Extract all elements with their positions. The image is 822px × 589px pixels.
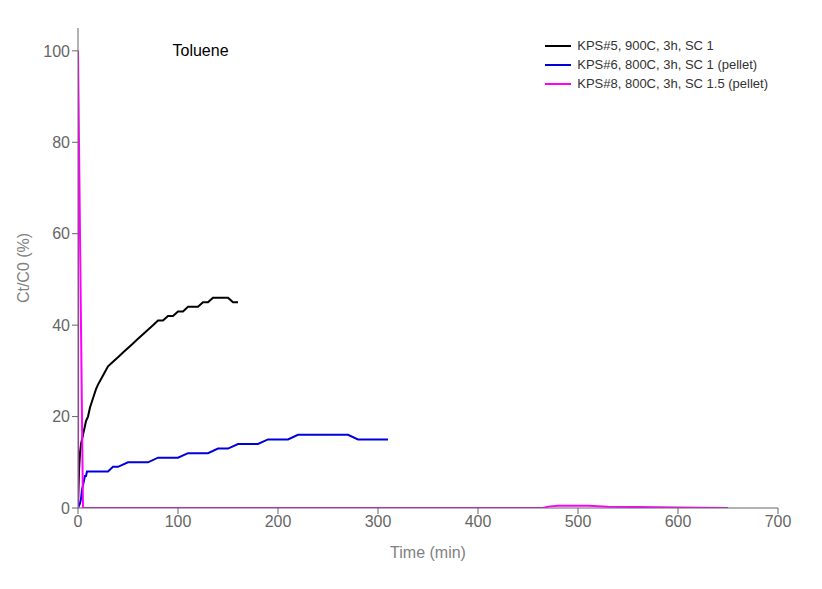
svg-text:80: 80: [52, 134, 70, 151]
svg-text:0: 0: [74, 513, 83, 530]
svg-text:200: 200: [265, 513, 292, 530]
svg-text:0: 0: [61, 500, 70, 517]
html-text:Toluene: Toluene: [172, 42, 229, 59]
html-text:KPS#6, 800C, 3h, SC 1 (pellet): KPS#6, 800C, 3h, SC 1 (pellet): [577, 57, 758, 72]
svg-text:60: 60: [52, 225, 70, 242]
svg-text:Ct/C0 (%): Ct/C0 (%): [15, 233, 32, 303]
svg-text:700: 700: [765, 513, 792, 530]
svg-text:400: 400: [465, 513, 492, 530]
svg-text:100: 100: [43, 43, 70, 60]
svg-text:20: 20: [52, 408, 70, 425]
svg-text:40: 40: [52, 317, 70, 334]
html-text:KPS#8, 800C, 3h, SC 1.5 (pelle: KPS#8, 800C, 3h, SC 1.5 (pellet): [577, 76, 768, 91]
svg-text:500: 500: [565, 513, 592, 530]
html-text:KPS#5, 900C, 3h, SC 1: KPS#5, 900C, 3h, SC 1: [577, 38, 714, 53]
svg-text:100: 100: [165, 513, 192, 530]
svg-text:300: 300: [365, 513, 392, 530]
svg-text:Time (min): Time (min): [390, 544, 466, 561]
svg-text:600: 600: [665, 513, 692, 530]
